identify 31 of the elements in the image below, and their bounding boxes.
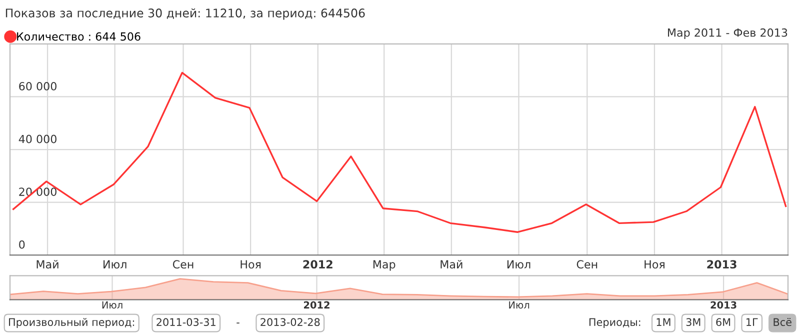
y-tick-label: 0: [19, 240, 25, 249]
text: Мар 2011 - Фев 2013: [668, 28, 788, 39]
x-tick-label: Июл: [102, 301, 122, 309]
y-tick-label: 40 000: [18, 134, 56, 144]
chart-title: Показов за последние 30 дней: 11210, за период: 644506: [6, 8, 365, 20]
x-tick-label: Май: [440, 260, 462, 269]
x-tick-label: Сен: [576, 260, 598, 269]
text: -: [236, 322, 240, 324]
text: 1М: [656, 318, 670, 326]
text: Периоды:: [589, 318, 640, 328]
x-tick-label: Сен: [172, 260, 194, 269]
x-tick-label: Ноя: [644, 260, 664, 269]
x-tick-label: 2013: [710, 301, 736, 309]
text: Произвольный период:: [9, 318, 134, 328]
legend-label: Количество : 644 506: [17, 32, 140, 41]
x-tick-label: Июл: [104, 260, 126, 269]
x-tick-label: 2012: [304, 301, 330, 309]
x-tick-label: Июл: [507, 260, 530, 269]
x-tick-label: 2012: [303, 260, 332, 269]
x-tick-label: 2013: [707, 260, 736, 269]
x-tick-label: Ноя: [240, 260, 261, 269]
text: 6М: [716, 318, 730, 326]
x-tick-label: Июл: [509, 301, 530, 309]
x-tick-label: Май: [36, 260, 58, 269]
text: 1Г: [746, 318, 758, 326]
x-tick-label: Мар: [373, 260, 396, 271]
y-tick-label: 60 000: [19, 82, 56, 90]
text: 2013-02-28: [260, 318, 320, 326]
text: Всё: [774, 318, 792, 326]
text: 3М: [686, 318, 700, 326]
text: 2011-03-31: [156, 318, 216, 326]
